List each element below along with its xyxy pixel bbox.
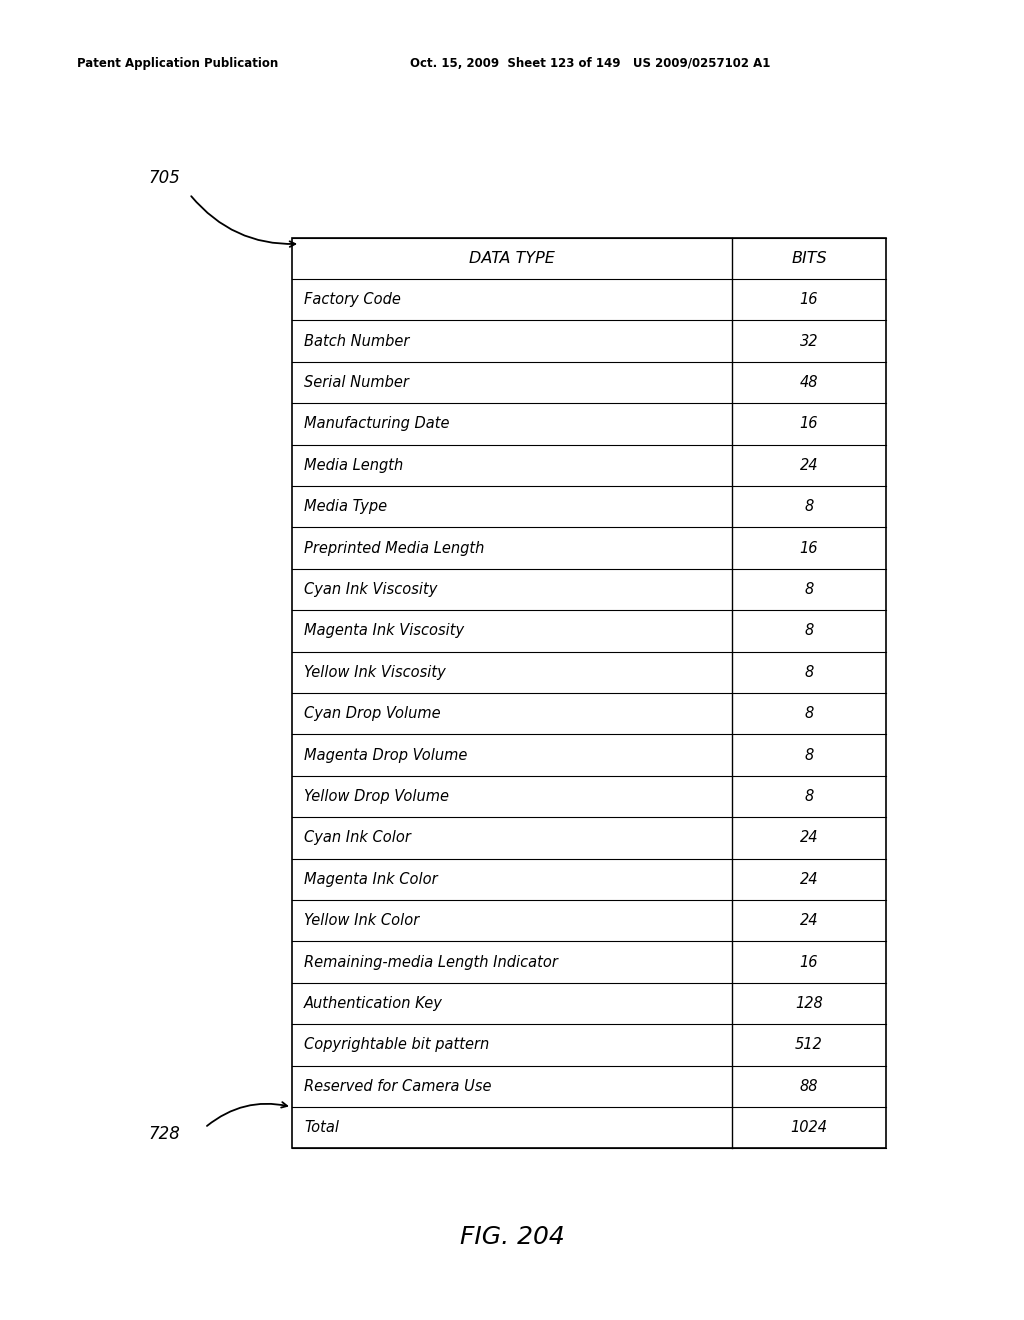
Text: Cyan Drop Volume: Cyan Drop Volume [304, 706, 440, 721]
Text: Batch Number: Batch Number [304, 334, 410, 348]
Text: 512: 512 [795, 1038, 823, 1052]
Text: Cyan Ink Color: Cyan Ink Color [304, 830, 411, 845]
Text: 88: 88 [800, 1078, 818, 1094]
Text: 728: 728 [148, 1125, 180, 1143]
Text: 16: 16 [800, 416, 818, 432]
Text: 32: 32 [800, 334, 818, 348]
Text: 16: 16 [800, 292, 818, 308]
Text: 24: 24 [800, 830, 818, 845]
Text: 8: 8 [804, 706, 814, 721]
Text: DATA TYPE: DATA TYPE [469, 251, 555, 265]
Text: Factory Code: Factory Code [304, 292, 401, 308]
Text: Remaining-media Length Indicator: Remaining-media Length Indicator [304, 954, 558, 970]
Text: Cyan Ink Viscosity: Cyan Ink Viscosity [304, 582, 437, 597]
Text: BITS: BITS [792, 251, 826, 265]
Text: FIG. 204: FIG. 204 [460, 1225, 564, 1249]
Text: 24: 24 [800, 458, 818, 473]
Text: Magenta Ink Viscosity: Magenta Ink Viscosity [304, 623, 464, 639]
Text: Magenta Drop Volume: Magenta Drop Volume [304, 747, 468, 763]
Text: 8: 8 [804, 665, 814, 680]
Text: 16: 16 [800, 541, 818, 556]
Text: Oct. 15, 2009  Sheet 123 of 149   US 2009/0257102 A1: Oct. 15, 2009 Sheet 123 of 149 US 2009/0… [410, 57, 770, 70]
Text: 48: 48 [800, 375, 818, 389]
Text: 8: 8 [804, 582, 814, 597]
Text: 16: 16 [800, 954, 818, 970]
Text: Authentication Key: Authentication Key [304, 997, 443, 1011]
Text: Serial Number: Serial Number [304, 375, 409, 389]
Text: Media Type: Media Type [304, 499, 387, 515]
Text: 705: 705 [148, 169, 180, 187]
Text: Magenta Ink Color: Magenta Ink Color [304, 871, 437, 887]
Text: Yellow Ink Color: Yellow Ink Color [304, 913, 420, 928]
Text: 24: 24 [800, 913, 818, 928]
Text: Yellow Drop Volume: Yellow Drop Volume [304, 789, 450, 804]
Text: Total: Total [304, 1121, 339, 1135]
Text: Preprinted Media Length: Preprinted Media Length [304, 541, 484, 556]
Text: 1024: 1024 [791, 1121, 827, 1135]
Text: Copyrightable bit pattern: Copyrightable bit pattern [304, 1038, 489, 1052]
Text: 128: 128 [795, 997, 823, 1011]
Text: Reserved for Camera Use: Reserved for Camera Use [304, 1078, 492, 1094]
Text: Patent Application Publication: Patent Application Publication [77, 57, 279, 70]
Text: 8: 8 [804, 623, 814, 639]
Text: 8: 8 [804, 747, 814, 763]
Text: Yellow Ink Viscosity: Yellow Ink Viscosity [304, 665, 445, 680]
Text: 24: 24 [800, 871, 818, 887]
Text: 8: 8 [804, 499, 814, 515]
Text: 8: 8 [804, 789, 814, 804]
Text: Manufacturing Date: Manufacturing Date [304, 416, 450, 432]
Bar [292, 238, 886, 1148]
Text: Media Length: Media Length [304, 458, 403, 473]
